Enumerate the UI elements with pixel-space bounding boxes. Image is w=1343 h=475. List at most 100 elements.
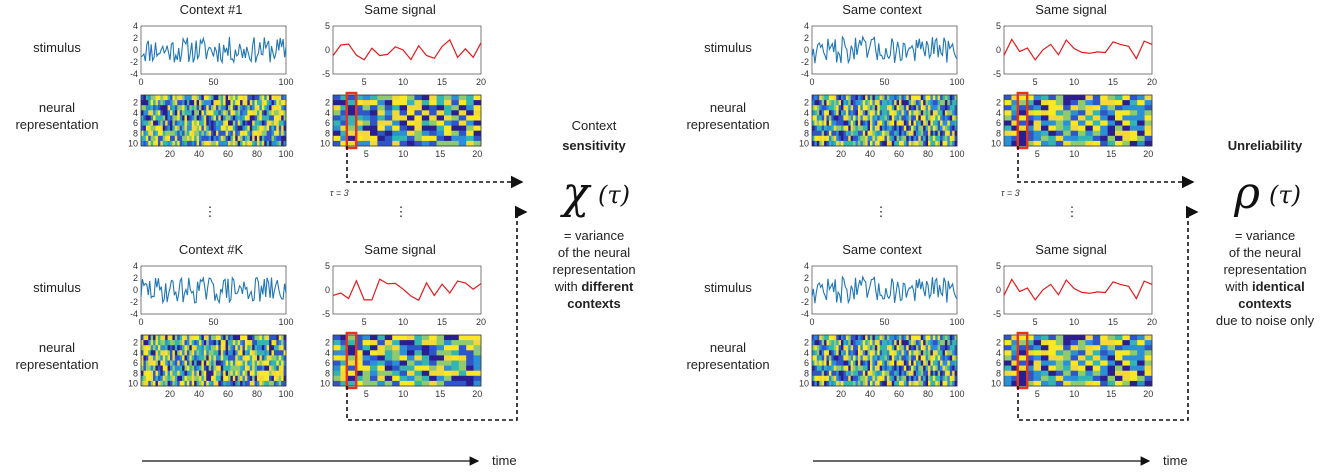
neural-heatmap-short-cell xyxy=(1041,345,1049,351)
neural-heatmap-long-cell xyxy=(261,100,265,106)
neural-heatmap-long-cell xyxy=(937,370,941,377)
neural-heatmap-long-cell xyxy=(915,100,919,106)
neural-heatmap-long-cell xyxy=(165,360,168,366)
neural-heatmap-long-cell xyxy=(911,355,914,361)
neural-heatmap-long-cell xyxy=(179,375,183,382)
neural-heatmap-long-cell xyxy=(281,380,284,387)
neural-heatmap-long-cell xyxy=(278,140,282,147)
neural-heatmap-short-cell xyxy=(1041,365,1049,371)
neural-heatmap-long-cell xyxy=(184,335,188,341)
neural-heatmap-long-cell xyxy=(211,100,214,106)
neural-heatmap-short-cell xyxy=(384,340,393,346)
neural-heatmap-long-cell xyxy=(182,95,185,101)
neural-heatmap-long-cell xyxy=(206,350,209,356)
neural-heatmap-long-cell xyxy=(269,110,272,116)
neural-heatmap-long-cell xyxy=(896,120,900,126)
neural-heatmap-long-cell xyxy=(225,365,229,371)
neural-heatmap-short-ytick: 6 xyxy=(325,358,330,368)
neural-heatmap-long-cell xyxy=(242,340,246,346)
neural-heatmap-long-cell xyxy=(816,95,820,101)
neural-heatmap-long-cell xyxy=(230,120,234,126)
neural-heatmap-long-cell xyxy=(162,130,166,137)
neural-heatmap-long-cell xyxy=(235,370,238,377)
neural-heatmap-long-cell xyxy=(157,125,161,131)
neural-heatmap-short-frame xyxy=(1003,94,1153,147)
neural-heatmap-short-cell xyxy=(1107,95,1116,101)
neural-heatmap-long-cell xyxy=(831,125,835,131)
neural-heatmap-short-cell xyxy=(1018,345,1027,351)
neural-heatmap-long-cell xyxy=(160,110,164,116)
neural-heatmap-long-cell xyxy=(141,360,144,366)
neural-heatmap-short-cell xyxy=(384,335,393,341)
neural-heatmap-long-cell xyxy=(174,95,178,101)
neural-heatmap-long-cell xyxy=(225,125,229,131)
neural-heatmap-long-cell xyxy=(186,140,190,147)
neural-heatmap-short-cell xyxy=(1033,120,1042,126)
neural-heatmap-long-cell xyxy=(230,130,234,137)
neural-heatmap-short-cell xyxy=(1041,370,1049,377)
neural-heatmap-long-cell xyxy=(213,360,217,366)
neural-heatmap-long-cell xyxy=(831,365,835,371)
neural-heatmap-short-cell xyxy=(1063,120,1071,126)
neural-heatmap-long-cell xyxy=(908,125,912,131)
neural-heatmap-short-cell xyxy=(414,140,423,147)
neural-heatmap-short-cell xyxy=(1055,370,1064,377)
neural-heatmap-long-cell xyxy=(271,360,275,366)
neural-heatmap-long-cell xyxy=(816,375,820,382)
neural-heatmap-long-cell xyxy=(935,375,938,382)
neural-heatmap-short-cell xyxy=(1055,110,1064,116)
neural-heatmap-long-cell xyxy=(237,355,241,361)
neural-heatmap-short-ytick: 4 xyxy=(325,348,330,358)
neural-heatmap-long-cell xyxy=(228,345,231,351)
neural-heatmap-short-cell xyxy=(1144,130,1153,137)
neural-heatmap-short-cell xyxy=(1026,350,1034,356)
neural-heatmap-long-cell xyxy=(915,125,919,131)
neural-heatmap-short-cell xyxy=(392,340,400,346)
neural-heatmap-long-cell xyxy=(816,110,820,116)
neural-heatmap-long-cell xyxy=(812,380,815,387)
neural-heatmap-long-cell xyxy=(283,335,287,341)
neural-heatmap-long-cell xyxy=(819,130,822,137)
neural-heatmap-long-cell xyxy=(923,115,926,121)
neural-heatmap-long-cell xyxy=(853,120,856,126)
neural-heatmap-long-cell xyxy=(857,360,861,366)
measure-description-line: representation xyxy=(552,262,635,277)
neural-heatmap-long-cell xyxy=(218,350,222,356)
neural-heatmap-long-cell xyxy=(942,345,946,351)
neural-heatmap-long-cell xyxy=(194,110,197,116)
neural-heatmap-short-cell xyxy=(340,115,349,121)
neural-heatmap-long-cell xyxy=(906,375,909,382)
neural-heatmap-long-cell xyxy=(160,370,164,377)
neural-heatmap-long-cell xyxy=(215,120,219,126)
neural-heatmap-short-cell xyxy=(1070,115,1079,121)
neural-heatmap-long-cell xyxy=(860,130,864,137)
neural-heatmap-long-cell xyxy=(923,135,926,142)
neural-heatmap-short-cell xyxy=(1011,355,1020,361)
neural-heatmap-short-cell xyxy=(1070,130,1079,137)
neural-heatmap-long-cell xyxy=(223,375,226,382)
neural-heatmap-long-cell xyxy=(814,125,818,131)
neural-heatmap-long-cell xyxy=(153,140,156,147)
neural-heatmap-short-cell xyxy=(333,100,341,106)
neural-heatmap-long-cell xyxy=(283,140,287,147)
neural-heatmap-short-cell xyxy=(451,340,460,346)
neural-heatmap-short-cell xyxy=(1122,110,1131,116)
neural-heatmap-short-cell xyxy=(1041,335,1049,341)
neural-heatmap-long-cell xyxy=(254,120,258,126)
neural-heatmap-long-cell xyxy=(930,370,934,377)
neural-heatmap-long-cell xyxy=(143,135,147,142)
neural-heatmap-long-cell xyxy=(816,120,820,126)
neural-heatmap-long-cell xyxy=(870,360,873,366)
neural-heatmap-short-cell xyxy=(362,350,371,356)
neural-heatmap-long-cell xyxy=(242,115,246,121)
neural-heatmap-long-cell xyxy=(273,120,277,126)
neural-heatmap-long-cell xyxy=(932,355,936,361)
neural-heatmap-long-cell xyxy=(874,335,878,341)
neural-heatmap-long-cell xyxy=(826,100,830,106)
neural-heatmap-long-cell xyxy=(172,115,176,121)
neural-heatmap-long-cell xyxy=(911,105,914,111)
neural-heatmap-long-cell xyxy=(814,140,818,147)
neural-heatmap-long-cell xyxy=(211,370,214,377)
neural-heatmap-long-cell xyxy=(162,370,166,377)
neural-heatmap-short-cell xyxy=(362,125,371,131)
